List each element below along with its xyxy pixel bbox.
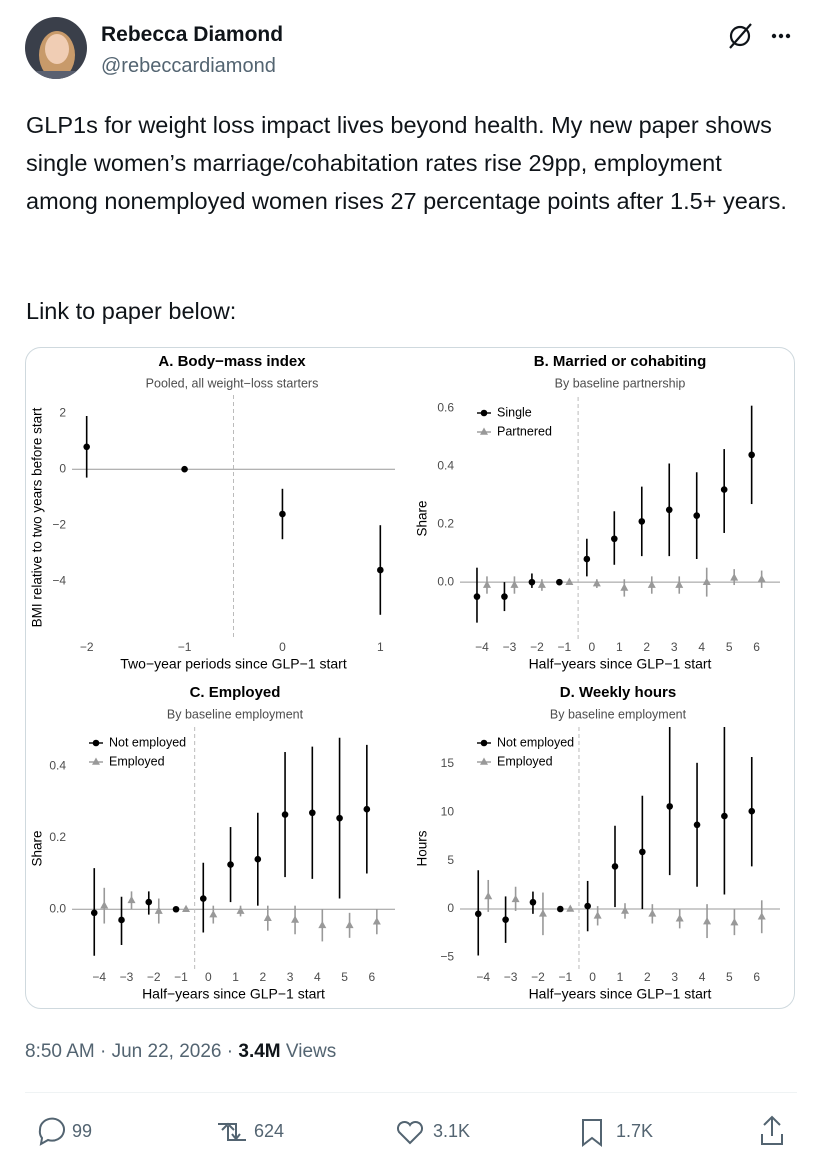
like-count: 3.1K (433, 1121, 471, 1141)
time[interactable]: 8:50 AM (25, 1041, 95, 1062)
separator: · (100, 1041, 107, 1062)
author-handle[interactable]: @rebeccardiamond (101, 55, 276, 77)
tweet-text: Link to paper below: (26, 298, 237, 324)
separator: · (226, 1041, 234, 1062)
grok-slash (729, 23, 752, 49)
divider (25, 1092, 797, 1093)
repost-count: 624 (254, 1121, 285, 1141)
repost-icon[interactable] (218, 1122, 246, 1141)
views-label: Views (285, 1041, 337, 1062)
media-frame[interactable] (25, 347, 795, 1009)
like-icon[interactable] (396, 1120, 424, 1145)
top-icons (729, 23, 791, 49)
reply-icon[interactable] (38, 1117, 65, 1146)
bookmark-icon[interactable] (582, 1119, 602, 1148)
more-icon[interactable] (771, 33, 791, 39)
author-name[interactable]: Rebecca Diamond (101, 23, 284, 46)
date[interactable]: Jun 22, 2026 (111, 1041, 222, 1062)
tweet-text: GLP1s for weight loss impact lives beyon… (26, 112, 787, 214)
action-icons (38, 1115, 783, 1148)
share-icon[interactable] (761, 1115, 783, 1145)
avatar[interactable] (25, 17, 89, 81)
tweet-meta: 8:50 AM · Jun 22, 2026 · 3.4M Views (25, 1041, 336, 1063)
views-count: 3.4M (238, 1041, 281, 1062)
bookmark-count: 1.7K (616, 1121, 654, 1141)
reply-count: 99 (72, 1121, 93, 1141)
grok-icon[interactable] (729, 25, 751, 47)
